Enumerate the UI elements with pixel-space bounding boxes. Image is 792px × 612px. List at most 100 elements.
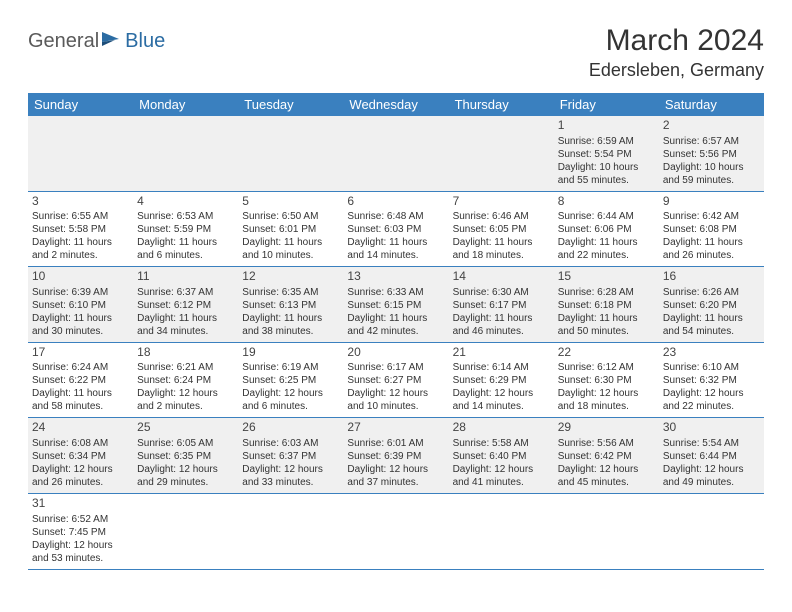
- calendar-cell: 21Sunrise: 6:14 AMSunset: 6:29 PMDayligh…: [449, 342, 554, 418]
- calendar-cell: 1Sunrise: 6:59 AMSunset: 5:54 PMDaylight…: [554, 116, 659, 191]
- daylight-line: Daylight: 11 hours and 18 minutes.: [453, 236, 550, 262]
- day-number: 30: [663, 420, 760, 436]
- day-number: 15: [558, 269, 655, 285]
- sunset-line: Sunset: 6:32 PM: [663, 374, 760, 387]
- sunrise-line: Sunrise: 6:12 AM: [558, 361, 655, 374]
- daylight-line: Daylight: 11 hours and 38 minutes.: [242, 312, 339, 338]
- calendar-cell: 4Sunrise: 6:53 AMSunset: 5:59 PMDaylight…: [133, 191, 238, 267]
- sunset-line: Sunset: 6:20 PM: [663, 299, 760, 312]
- day-header: Thursday: [449, 93, 554, 116]
- calendar-cell: 23Sunrise: 6:10 AMSunset: 6:32 PMDayligh…: [659, 342, 764, 418]
- daylight-line: Daylight: 11 hours and 2 minutes.: [32, 236, 129, 262]
- sunrise-line: Sunrise: 6:50 AM: [242, 210, 339, 223]
- daylight-line: Daylight: 12 hours and 10 minutes.: [347, 387, 444, 413]
- day-number: 4: [137, 194, 234, 210]
- calendar-row: 1Sunrise: 6:59 AMSunset: 5:54 PMDaylight…: [28, 116, 764, 191]
- day-number: 8: [558, 194, 655, 210]
- day-number: 6: [347, 194, 444, 210]
- sunrise-line: Sunrise: 6:42 AM: [663, 210, 760, 223]
- sunset-line: Sunset: 6:39 PM: [347, 450, 444, 463]
- day-number: 26: [242, 420, 339, 436]
- sunset-line: Sunset: 6:01 PM: [242, 223, 339, 236]
- day-number: 25: [137, 420, 234, 436]
- calendar-cell: 19Sunrise: 6:19 AMSunset: 6:25 PMDayligh…: [238, 342, 343, 418]
- calendar-cell: 27Sunrise: 6:01 AMSunset: 6:39 PMDayligh…: [343, 418, 448, 494]
- day-number: 17: [32, 345, 129, 361]
- sunrise-line: Sunrise: 6:30 AM: [453, 286, 550, 299]
- daylight-line: Daylight: 12 hours and 14 minutes.: [453, 387, 550, 413]
- sunset-line: Sunset: 6:42 PM: [558, 450, 655, 463]
- daylight-line: Daylight: 11 hours and 50 minutes.: [558, 312, 655, 338]
- daylight-line: Daylight: 11 hours and 30 minutes.: [32, 312, 129, 338]
- calendar-row: 24Sunrise: 6:08 AMSunset: 6:34 PMDayligh…: [28, 418, 764, 494]
- sunset-line: Sunset: 6:17 PM: [453, 299, 550, 312]
- sunset-line: Sunset: 6:12 PM: [137, 299, 234, 312]
- location: Edersleben, Germany: [589, 60, 764, 81]
- calendar-cell: 6Sunrise: 6:48 AMSunset: 6:03 PMDaylight…: [343, 191, 448, 267]
- daylight-line: Daylight: 11 hours and 58 minutes.: [32, 387, 129, 413]
- daylight-line: Daylight: 11 hours and 22 minutes.: [558, 236, 655, 262]
- calendar-cell: [238, 493, 343, 569]
- daylight-line: Daylight: 11 hours and 54 minutes.: [663, 312, 760, 338]
- sunset-line: Sunset: 6:44 PM: [663, 450, 760, 463]
- day-number: 20: [347, 345, 444, 361]
- day-number: 16: [663, 269, 760, 285]
- sunset-line: Sunset: 6:30 PM: [558, 374, 655, 387]
- calendar-cell: [133, 493, 238, 569]
- sunset-line: Sunset: 6:03 PM: [347, 223, 444, 236]
- day-number: 31: [32, 496, 129, 512]
- sunrise-line: Sunrise: 6:26 AM: [663, 286, 760, 299]
- day-header: Tuesday: [238, 93, 343, 116]
- day-number: 21: [453, 345, 550, 361]
- calendar-cell: 2Sunrise: 6:57 AMSunset: 5:56 PMDaylight…: [659, 116, 764, 191]
- flag-icon: [101, 30, 123, 53]
- daylight-line: Daylight: 12 hours and 29 minutes.: [137, 463, 234, 489]
- calendar-cell: [554, 493, 659, 569]
- daylight-line: Daylight: 10 hours and 59 minutes.: [663, 161, 760, 187]
- page-title: March 2024: [589, 24, 764, 58]
- logo-text-general: General: [28, 30, 99, 53]
- day-number: 3: [32, 194, 129, 210]
- calendar-cell: 5Sunrise: 6:50 AMSunset: 6:01 PMDaylight…: [238, 191, 343, 267]
- sunrise-line: Sunrise: 6:44 AM: [558, 210, 655, 223]
- daylight-line: Daylight: 12 hours and 49 minutes.: [663, 463, 760, 489]
- calendar-cell: 3Sunrise: 6:55 AMSunset: 5:58 PMDaylight…: [28, 191, 133, 267]
- sunrise-line: Sunrise: 6:24 AM: [32, 361, 129, 374]
- sunrise-line: Sunrise: 6:19 AM: [242, 361, 339, 374]
- sunset-line: Sunset: 6:37 PM: [242, 450, 339, 463]
- daylight-line: Daylight: 12 hours and 53 minutes.: [32, 539, 129, 565]
- sunset-line: Sunset: 6:35 PM: [137, 450, 234, 463]
- sunset-line: Sunset: 5:58 PM: [32, 223, 129, 236]
- day-number: 23: [663, 345, 760, 361]
- day-number: 10: [32, 269, 129, 285]
- calendar-cell: 17Sunrise: 6:24 AMSunset: 6:22 PMDayligh…: [28, 342, 133, 418]
- calendar-row: 17Sunrise: 6:24 AMSunset: 6:22 PMDayligh…: [28, 342, 764, 418]
- sunset-line: Sunset: 6:13 PM: [242, 299, 339, 312]
- sunrise-line: Sunrise: 6:35 AM: [242, 286, 339, 299]
- sunset-line: Sunset: 6:06 PM: [558, 223, 655, 236]
- day-header: Monday: [133, 93, 238, 116]
- sunset-line: Sunset: 6:25 PM: [242, 374, 339, 387]
- day-number: 11: [137, 269, 234, 285]
- day-number: 9: [663, 194, 760, 210]
- sunset-line: Sunset: 6:24 PM: [137, 374, 234, 387]
- daylight-line: Daylight: 11 hours and 14 minutes.: [347, 236, 444, 262]
- daylight-line: Daylight: 11 hours and 6 minutes.: [137, 236, 234, 262]
- daylight-line: Daylight: 12 hours and 26 minutes.: [32, 463, 129, 489]
- calendar-cell: 7Sunrise: 6:46 AMSunset: 6:05 PMDaylight…: [449, 191, 554, 267]
- calendar-body: 1Sunrise: 6:59 AMSunset: 5:54 PMDaylight…: [28, 116, 764, 569]
- sunset-line: Sunset: 5:56 PM: [663, 148, 760, 161]
- calendar-cell: [343, 493, 448, 569]
- title-block: March 2024 Edersleben, Germany: [589, 24, 764, 81]
- calendar-cell: 20Sunrise: 6:17 AMSunset: 6:27 PMDayligh…: [343, 342, 448, 418]
- calendar-cell: 24Sunrise: 6:08 AMSunset: 6:34 PMDayligh…: [28, 418, 133, 494]
- calendar-cell: 12Sunrise: 6:35 AMSunset: 6:13 PMDayligh…: [238, 267, 343, 343]
- sunset-line: Sunset: 6:10 PM: [32, 299, 129, 312]
- day-header: Saturday: [659, 93, 764, 116]
- calendar-cell: [238, 116, 343, 191]
- calendar-row: 10Sunrise: 6:39 AMSunset: 6:10 PMDayligh…: [28, 267, 764, 343]
- sunset-line: Sunset: 6:27 PM: [347, 374, 444, 387]
- sunrise-line: Sunrise: 6:05 AM: [137, 437, 234, 450]
- day-number: 18: [137, 345, 234, 361]
- calendar-cell: 13Sunrise: 6:33 AMSunset: 6:15 PMDayligh…: [343, 267, 448, 343]
